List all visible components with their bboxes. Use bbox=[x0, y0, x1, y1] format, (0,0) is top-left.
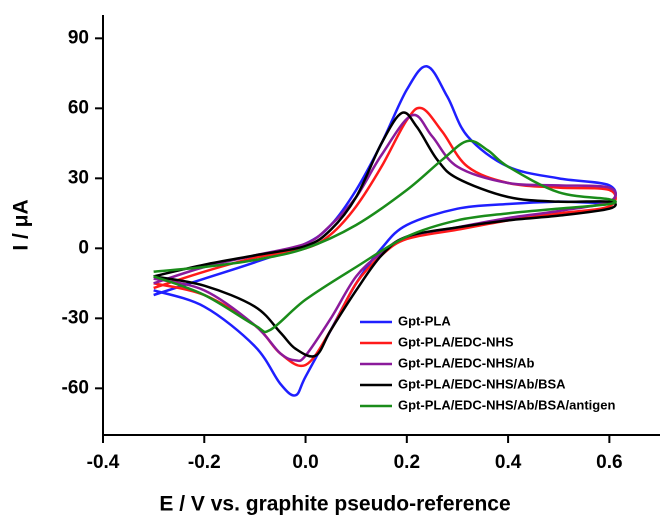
x-tick-label: -0.2 bbox=[188, 452, 221, 473]
legend-label: Gpt-PLA/EDC-NHS/Ab bbox=[398, 355, 535, 370]
x-axis-title: E / V vs. graphite pseudo-reference bbox=[159, 493, 510, 516]
legend-label: Gpt-PLA bbox=[398, 313, 451, 328]
x-tick-label: 0.4 bbox=[495, 452, 522, 473]
cv-curve bbox=[153, 65, 617, 397]
y-tick-label: 90 bbox=[68, 27, 89, 48]
x-tick-label: -0.4 bbox=[87, 452, 120, 473]
y-tick-label: -30 bbox=[62, 307, 89, 328]
y-tick-label: -60 bbox=[62, 377, 89, 398]
x-tick-label: 0.0 bbox=[292, 452, 318, 473]
legend-label: Gpt-PLA/EDC-NHS bbox=[398, 334, 514, 349]
legend-label: Gpt-PLA/EDC-NHS/Ab/BSA bbox=[398, 376, 566, 391]
y-axis-title: I / μA bbox=[10, 199, 33, 250]
cv-curve bbox=[153, 106, 617, 368]
x-tick-label: 0.6 bbox=[596, 452, 622, 473]
legend-label: Gpt-PLA/EDC-NHS/Ab/BSA/antigen bbox=[398, 397, 615, 412]
y-tick-label: 30 bbox=[68, 167, 89, 188]
cv-curve bbox=[153, 113, 617, 363]
y-tick-label: 0 bbox=[78, 237, 89, 258]
cv-curve bbox=[153, 139, 617, 334]
y-tick-label: 60 bbox=[68, 97, 89, 118]
x-tick-label: 0.2 bbox=[394, 452, 420, 473]
cv-curve bbox=[153, 111, 617, 358]
